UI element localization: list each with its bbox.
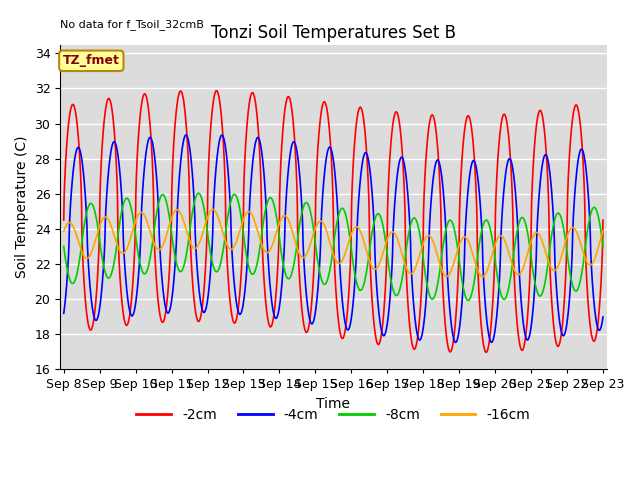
-4cm (60, 311, 68, 316)
Line: -8cm: -8cm (64, 193, 603, 300)
-16cm (60, 228, 68, 234)
-8cm (267, 195, 275, 201)
-4cm (290, 139, 298, 145)
Y-axis label: Soil Temperature (C): Soil Temperature (C) (15, 136, 29, 278)
-4cm (452, 339, 460, 345)
-2cm (483, 349, 490, 355)
Title: Tonzi Soil Temperatures Set B: Tonzi Soil Temperatures Set B (211, 24, 456, 42)
Text: TZ_fmet: TZ_fmet (63, 54, 120, 67)
-2cm (290, 130, 298, 135)
-8cm (154, 207, 161, 213)
-4cm (154, 184, 161, 190)
-2cm (267, 324, 275, 330)
Text: No data for f_Tsoil_32cmB: No data for f_Tsoil_32cmB (60, 19, 204, 29)
-8cm (599, 243, 607, 249)
-8cm (290, 260, 298, 266)
-4cm (531, 285, 538, 291)
-16cm (290, 235, 298, 240)
Line: -4cm: -4cm (64, 135, 603, 342)
-4cm (589, 285, 596, 290)
-16cm (122, 249, 129, 254)
-4cm (599, 314, 607, 320)
-16cm (209, 206, 217, 212)
-16cm (599, 228, 607, 234)
-8cm (195, 191, 202, 196)
-16cm (531, 231, 538, 237)
Line: -2cm: -2cm (64, 91, 603, 352)
Legend: -2cm, -4cm, -8cm, -16cm: -2cm, -4cm, -8cm, -16cm (131, 402, 536, 427)
-4cm (122, 270, 129, 276)
-2cm (531, 141, 538, 147)
-2cm (154, 289, 161, 295)
-16cm (589, 260, 596, 266)
-2cm (589, 337, 596, 343)
-8cm (464, 298, 472, 303)
-4cm (182, 132, 190, 138)
-2cm (212, 88, 220, 94)
-2cm (60, 217, 68, 223)
-8cm (122, 196, 129, 202)
X-axis label: Time: Time (316, 397, 350, 411)
-16cm (479, 274, 486, 280)
-2cm (122, 321, 129, 326)
-4cm (267, 289, 275, 295)
Line: -16cm: -16cm (64, 209, 603, 277)
-8cm (60, 243, 68, 249)
-8cm (589, 205, 596, 211)
-8cm (531, 278, 538, 284)
-2cm (599, 217, 607, 223)
-16cm (154, 246, 161, 252)
-16cm (267, 246, 275, 252)
